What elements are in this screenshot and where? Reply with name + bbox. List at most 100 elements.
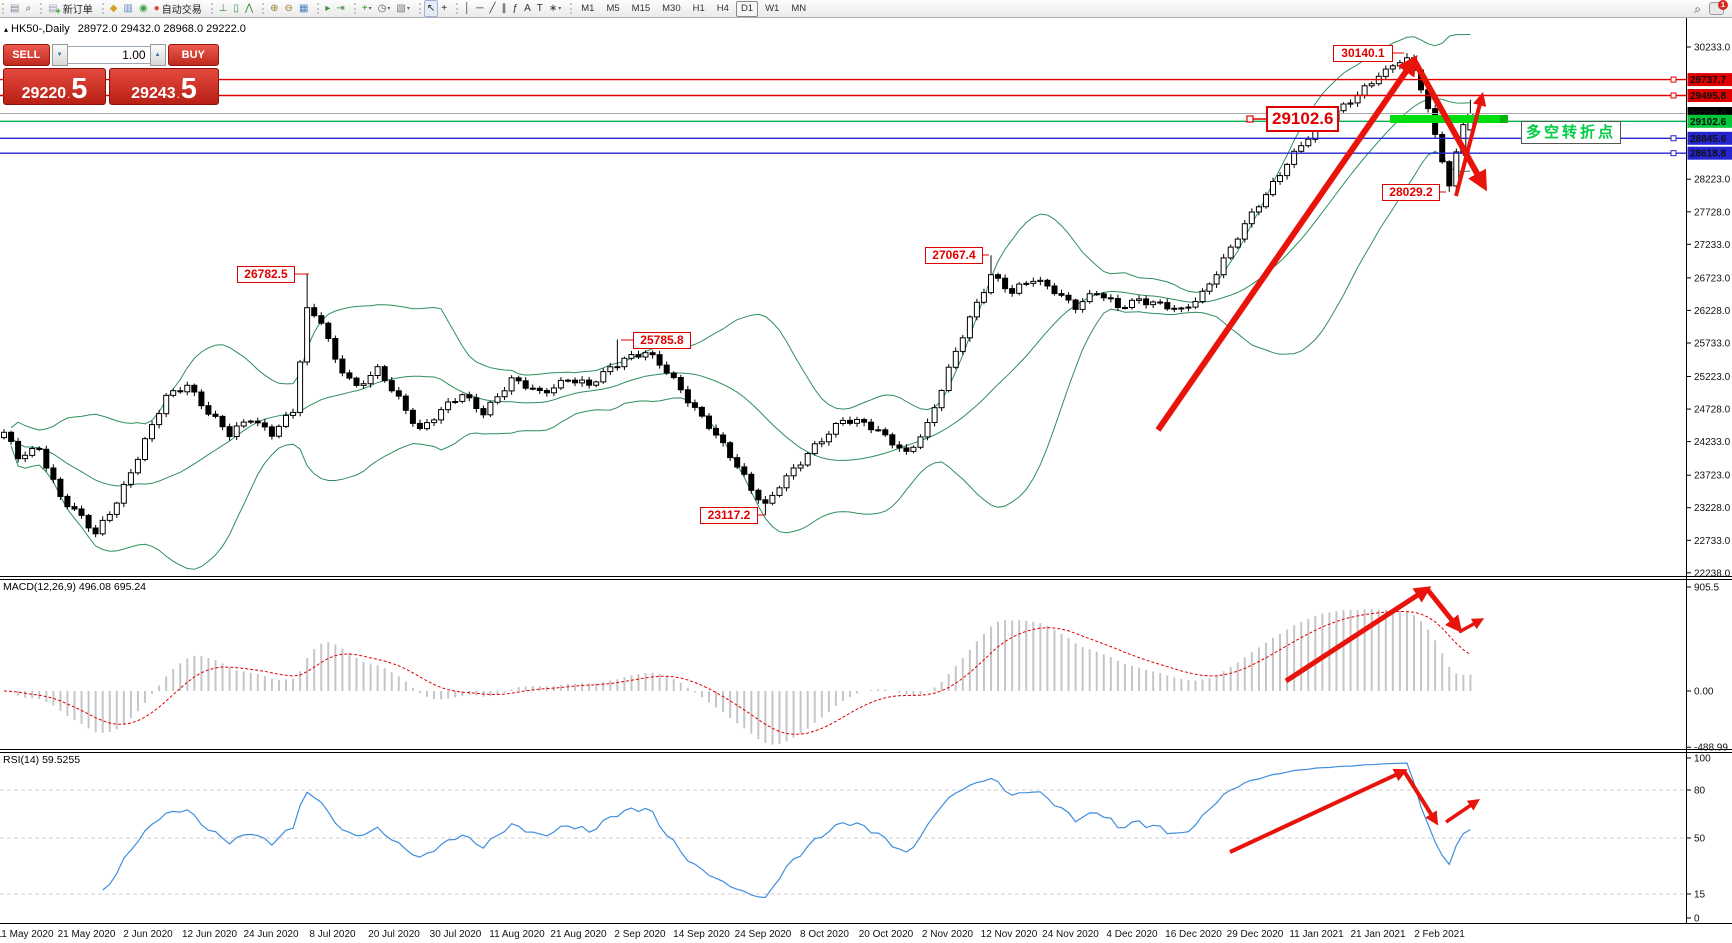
hline-button[interactable]: ─ (473, 0, 486, 17)
zoom-out-button[interactable]: ⊖ (282, 0, 296, 17)
timeframe-m15-button[interactable]: M15 (631, 2, 651, 14)
tile-windows-button[interactable]: ▦ (296, 0, 311, 17)
volume-decrease-button[interactable]: ▼ (51, 44, 68, 66)
trend-arrow-down-rsi[interactable] (1402, 769, 1439, 826)
fibonacci-button[interactable]: ƒ (510, 0, 522, 17)
price-callout[interactable]: 30140.1 (1333, 45, 1393, 62)
trend-arrow-up-macd[interactable] (1284, 586, 1432, 684)
cursor-icon: ↖ (426, 2, 436, 14)
price-callout[interactable]: 27067.4 (925, 247, 983, 264)
volume-increase-button[interactable]: ▲ (149, 44, 166, 66)
timeframe-d1-button[interactable]: D1 (735, 0, 759, 17)
buy-price-main: 29243 (131, 85, 176, 102)
one-click-trading-panel: SELL ▼ ▲ BUY 29220.5 29243.5 (3, 44, 219, 105)
trend-arrow-up-main[interactable] (1155, 54, 1418, 432)
toolbar-group: + ▾ ◷ ▾ ▧ ▾ (352, 0, 417, 17)
timeframe-h1-button[interactable]: H1 (692, 2, 705, 14)
timeframe-m1-button[interactable]: M1 (581, 2, 595, 14)
svg-text:4 Dec 2020: 4 Dec 2020 (1106, 929, 1158, 940)
chevron-down-icon[interactable]: ▾ (368, 6, 372, 12)
buy-button[interactable]: BUY (167, 44, 219, 66)
timeframe-h4-button[interactable]: H4 (716, 2, 729, 14)
trend-arrow-up2-main[interactable] (1454, 92, 1487, 197)
buy-price-display[interactable]: 29243. 5 (109, 68, 219, 105)
timeframe-m30-button[interactable]: M30 (662, 2, 681, 14)
text-label-button[interactable]: T (534, 0, 546, 17)
new-chart-button[interactable]: ▤ (7, 0, 22, 17)
trend-arrow-down-main[interactable] (1411, 58, 1487, 192)
trend-arrow-down-macd[interactable] (1425, 587, 1463, 633)
line-chart-button[interactable]: ⋀ (242, 0, 256, 17)
trend-arrow-up-rsi[interactable] (1229, 768, 1408, 854)
bollinger-bands-layer (10, 34, 1471, 570)
chevron-down-icon[interactable]: ▾ (406, 6, 410, 12)
sell-price-dot: . (67, 89, 71, 101)
svg-text:8 Jul 2020: 8 Jul 2020 (309, 929, 356, 940)
periods-button[interactable]: ◷ ▾ (375, 0, 394, 17)
turning-point-note[interactable]: 多空转折点 (1521, 121, 1622, 144)
price-callout[interactable]: 26782.5 (237, 266, 295, 283)
chevron-down-icon[interactable]: ▾ (387, 6, 391, 12)
trend-arrow-up2-rsi[interactable] (1445, 798, 1480, 824)
signals-button[interactable]: ◉ (136, 0, 151, 17)
cursor-button[interactable]: ↖ (423, 0, 439, 17)
chevron-down-icon[interactable]: ▾ (558, 6, 562, 12)
templates-button[interactable]: ▧ ▾ (393, 0, 412, 17)
zoom-out-icon: ⊖ (284, 2, 293, 14)
chart-symbol-period: HK50-,Daily (11, 23, 70, 35)
svg-text:2 Sep 2020: 2 Sep 2020 (614, 929, 666, 940)
bar-chart-button[interactable]: ⊥ (216, 0, 231, 17)
candle-chart-button[interactable]: ▯ (230, 0, 242, 17)
auto-scroll-button[interactable]: ▸ (322, 0, 333, 17)
channel-icon: ∥ (501, 2, 507, 14)
chat-icon[interactable]: 1 (1709, 0, 1728, 15)
channel-button[interactable]: ∥ (499, 0, 510, 17)
volume-input[interactable] (67, 46, 150, 64)
svg-text:11 May 2020: 11 May 2020 (0, 929, 54, 940)
sell-price-display[interactable]: 29220. 5 (3, 68, 106, 105)
indicators-icon: + (361, 2, 368, 14)
svg-text:12 Jun 2020: 12 Jun 2020 (182, 929, 237, 940)
svg-text:27233.0: 27233.0 (1694, 240, 1731, 251)
notification-badge: 1 (1718, 0, 1728, 10)
text-button[interactable]: A (521, 0, 534, 17)
timeframe-mn-button[interactable]: MN (791, 2, 807, 14)
plus-badge-icon: + (55, 6, 61, 16)
sell-button[interactable]: SELL (3, 44, 50, 66)
price-callout[interactable]: 28029.2 (1382, 184, 1440, 201)
price-callout[interactable]: 25785.8 (633, 332, 691, 349)
timeframe-w1-button[interactable]: W1 (765, 2, 780, 14)
svg-text:14 Sep 2020: 14 Sep 2020 (673, 929, 730, 940)
toolbar-group: ▤ + 新订单 (38, 0, 100, 17)
shapes-button[interactable]: ∗ ▾ (546, 0, 564, 17)
market-watch-icon: ◆ (109, 2, 118, 14)
svg-text:8 Oct 2020: 8 Oct 2020 (800, 929, 849, 940)
market-watch-button[interactable]: ◆ (107, 0, 121, 17)
chart-profiles-button[interactable]: ⌕ (22, 0, 34, 17)
svg-text:12 Nov 2020: 12 Nov 2020 (981, 929, 1038, 940)
search-icon[interactable]: ⌕ (1694, 1, 1701, 16)
vline-button[interactable]: │ (461, 0, 473, 17)
vline-icon: │ (464, 2, 471, 14)
timeframe-m5-button[interactable]: M5 (606, 2, 620, 14)
axes-layer: 30233.0 28223.0 27728.0 27233.0 26723.0 26228… (0, 17, 1732, 940)
candle-chart-icon: ▯ (233, 2, 239, 14)
key-level-label[interactable]: 29102.6 (1266, 106, 1340, 132)
rsi-layer (0, 762, 1686, 899)
navigator-button[interactable]: ▥ (120, 0, 135, 17)
buy-price-frac: 5 (180, 73, 197, 105)
zoom-in-button[interactable]: ⊕ (267, 0, 281, 17)
svg-text:20 Oct 2020: 20 Oct 2020 (859, 929, 914, 940)
price-callout[interactable]: 23117.2 (700, 507, 758, 524)
crosshair-button[interactable]: + (438, 0, 450, 17)
new-order-button[interactable]: ▤ + 新订单 (45, 0, 96, 17)
indicators-button[interactable]: + ▾ (359, 0, 375, 17)
trend-arrows-layer[interactable] (1155, 54, 1487, 854)
trendline-button[interactable]: ╱ (486, 0, 498, 17)
svg-text:21 May 2020: 21 May 2020 (58, 929, 116, 940)
new-order-icon: ▤ (48, 2, 58, 14)
text-label-icon: T (536, 2, 543, 14)
chart-shift-button[interactable]: ⇥ (333, 0, 347, 17)
trend-arrow-right-macd[interactable] (1458, 618, 1485, 634)
autotrade-button[interactable]: ● 自动交易 (151, 0, 205, 17)
